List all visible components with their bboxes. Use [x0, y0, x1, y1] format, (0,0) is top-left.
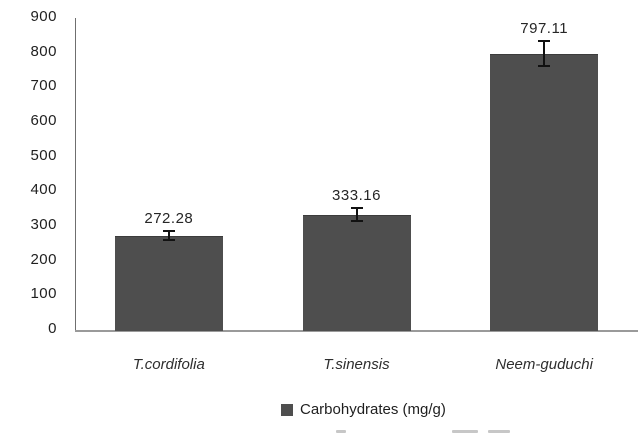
- error-bar-cap: [162, 230, 175, 233]
- x-axis-line: [75, 330, 638, 332]
- error-bar-cap: [350, 207, 363, 210]
- y-tick-label: 800: [30, 42, 57, 60]
- legend-label: Carbohydrates (mg/g): [300, 401, 446, 418]
- y-tick-label: 900: [30, 8, 57, 25]
- error-bar: [167, 230, 170, 242]
- error-bar-cap: [350, 219, 363, 222]
- bar-value-label: 797.11: [520, 20, 569, 38]
- y-tick-label: 200: [30, 250, 57, 268]
- error-bar-cap: [538, 40, 551, 43]
- error-bar: [543, 40, 546, 68]
- error-bar-cap: [538, 65, 551, 68]
- y-tick-label: 300: [30, 216, 57, 233]
- y-tick-label: 600: [30, 112, 57, 129]
- y-axis-line: [75, 18, 76, 331]
- y-tick-label: 500: [30, 146, 57, 164]
- bar: [302, 214, 411, 331]
- category-label: Neem-guduchi: [495, 356, 593, 373]
- error-bar-cap: [162, 239, 175, 242]
- legend-square-marker-icon: [281, 404, 293, 416]
- cropped-caption-artifact: [336, 430, 346, 433]
- category-label: T.cordifolia: [132, 356, 205, 373]
- bar-value-label: 333.16: [332, 187, 381, 205]
- bar: [114, 235, 223, 331]
- y-tick-label: 700: [30, 77, 57, 95]
- legend: Carbohydrates (mg/g): [281, 401, 446, 418]
- y-tick-label: 100: [30, 285, 57, 303]
- error-bar: [355, 207, 358, 222]
- bar-value-label: 272.28: [144, 210, 194, 228]
- category-label: T.sinensis: [323, 356, 390, 373]
- bar: [490, 53, 599, 331]
- y-tick-label: 400: [30, 181, 57, 199]
- cropped-caption-artifact: [452, 430, 478, 433]
- y-tick-label: 0: [48, 320, 57, 337]
- cropped-caption-artifact: [488, 430, 510, 433]
